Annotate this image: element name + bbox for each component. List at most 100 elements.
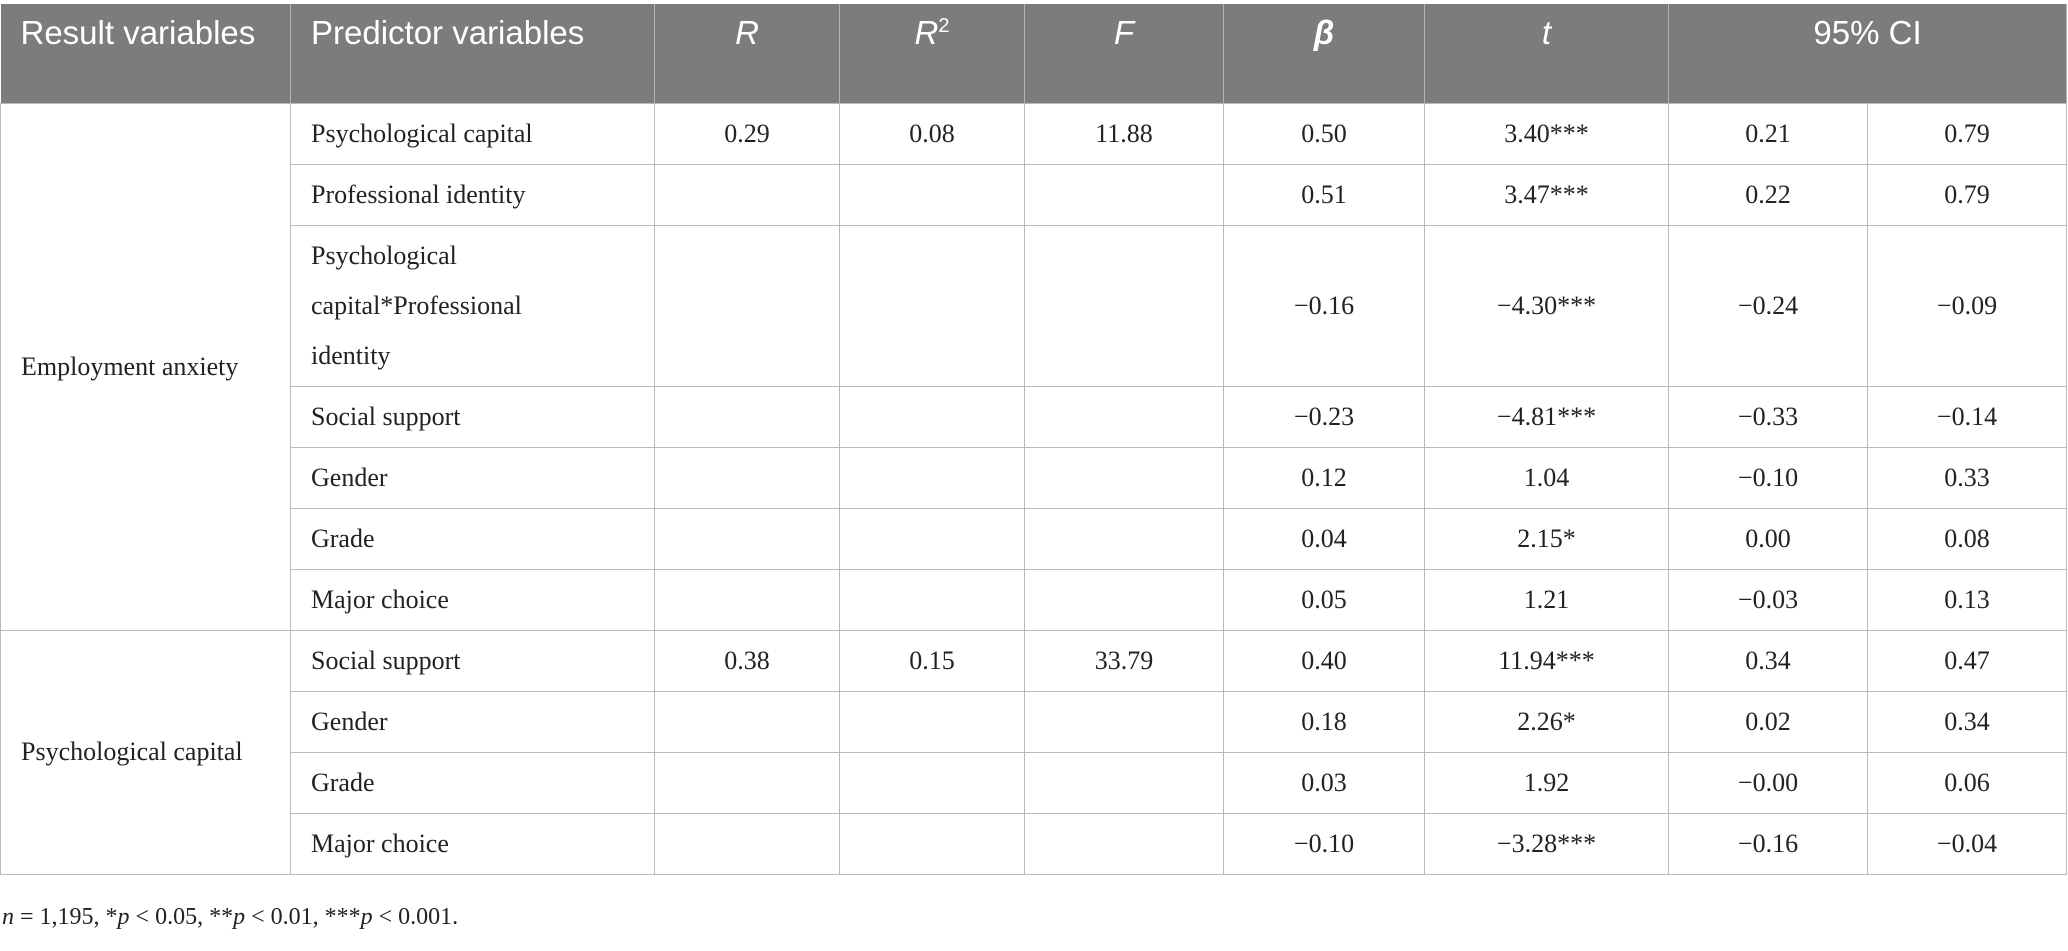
t-cell: 3.47*** xyxy=(1424,163,1669,226)
header-predictor-variables: Predictor variables xyxy=(290,4,655,103)
r2-cell xyxy=(839,568,1025,631)
r-cell xyxy=(654,224,840,387)
ci-lower-cell: 0.02 xyxy=(1668,690,1868,753)
header-beta-label: β xyxy=(1313,14,1335,51)
t-cell: 2.26* xyxy=(1424,690,1669,753)
r2-cell: 0.15 xyxy=(839,629,1025,692)
beta-cell: 0.18 xyxy=(1223,690,1425,753)
ci-upper-cell: 0.13 xyxy=(1867,568,2067,631)
f-cell xyxy=(1024,224,1224,387)
ci-lower-cell: −0.16 xyxy=(1668,812,1868,875)
regression-table: Result variables Predictor variables R R… xyxy=(0,4,2067,875)
ci-lower-cell: −0.00 xyxy=(1668,751,1868,814)
r2-cell xyxy=(839,446,1025,509)
t-cell: 1.92 xyxy=(1424,751,1669,814)
beta-cell: 0.04 xyxy=(1223,507,1425,570)
r2-cell xyxy=(839,690,1025,753)
ci-upper-cell: 0.47 xyxy=(1867,629,2067,692)
t-cell: −4.30*** xyxy=(1424,224,1669,387)
footnote-text: < 0.05, ** xyxy=(129,904,234,930)
ci-upper-cell: −0.04 xyxy=(1867,812,2067,875)
predictor-cell-multiline: Psychological capital*Professional ident… xyxy=(290,224,655,387)
header-beta: β xyxy=(1223,4,1425,103)
result-variable-cell: Employment anxiety xyxy=(0,102,291,631)
ci-lower-cell: −0.03 xyxy=(1668,568,1868,631)
ci-lower-cell: 0.00 xyxy=(1668,507,1868,570)
table-row: Major choice 0.05 1.21 −0.03 0.13 xyxy=(1,568,2067,631)
r2-cell xyxy=(839,812,1025,875)
r2-cell xyxy=(839,224,1025,387)
r2-cell xyxy=(839,751,1025,814)
header-t-label: t xyxy=(1541,14,1552,51)
header-t: t xyxy=(1424,4,1669,103)
table-row: Grade 0.04 2.15* 0.00 0.08 xyxy=(1,507,2067,570)
footnote-p-symbol: p xyxy=(117,904,130,930)
ci-lower-cell: 0.21 xyxy=(1668,102,1868,165)
f-cell xyxy=(1024,163,1224,226)
predictor-cell: Major choice xyxy=(290,568,655,631)
t-cell: 1.04 xyxy=(1424,446,1669,509)
r-cell xyxy=(654,568,840,631)
table-row: Major choice −0.10 −3.28*** −0.16 −0.04 xyxy=(1,812,2067,875)
ci-lower-cell: −0.33 xyxy=(1668,385,1868,448)
f-cell xyxy=(1024,812,1224,875)
beta-cell: 0.03 xyxy=(1223,751,1425,814)
r-cell xyxy=(654,163,840,226)
f-cell xyxy=(1024,507,1224,570)
r-cell xyxy=(654,385,840,448)
header-f-label: F xyxy=(1113,14,1135,51)
header-r2-base: R xyxy=(914,14,939,51)
r2-cell: 0.08 xyxy=(839,102,1025,165)
footnote-text: < 0.001. xyxy=(372,904,459,930)
header-r-squared: R2 xyxy=(839,4,1025,103)
beta-cell: 0.50 xyxy=(1223,102,1425,165)
r-cell xyxy=(654,507,840,570)
header-r: R xyxy=(654,4,840,103)
f-cell xyxy=(1024,385,1224,448)
beta-cell: −0.10 xyxy=(1223,812,1425,875)
predictor-cell: Gender xyxy=(290,446,655,509)
table-row: Gender 0.12 1.04 −0.10 0.33 xyxy=(1,446,2067,509)
r-cell xyxy=(654,446,840,509)
ci-upper-cell: 0.34 xyxy=(1867,690,2067,753)
t-cell: −3.28*** xyxy=(1424,812,1669,875)
table-footnote: n = 1,195, *p < 0.05, **p < 0.01, ***p <… xyxy=(2,904,458,931)
predictor-cell: Grade xyxy=(290,507,655,570)
predictor-cell: Grade xyxy=(290,751,655,814)
ci-upper-cell: −0.09 xyxy=(1867,224,2067,387)
r2-cell xyxy=(839,507,1025,570)
table-row: Employment anxiety Psychological capital… xyxy=(0,102,2067,631)
predictor-cell: Professional identity xyxy=(290,163,655,226)
t-cell: −4.81*** xyxy=(1424,385,1669,448)
header-r-label: R xyxy=(735,14,759,51)
predictor-cell: Psychological capital xyxy=(290,102,655,165)
f-cell: 11.88 xyxy=(1024,102,1224,165)
footnote-p-symbol: p xyxy=(360,904,373,930)
ci-upper-cell: 0.06 xyxy=(1867,751,2067,814)
beta-cell: 0.51 xyxy=(1223,163,1425,226)
beta-cell: 0.05 xyxy=(1223,568,1425,631)
table-row: Psychological capital Social support 0.3… xyxy=(0,629,2067,875)
footnote-text: < 0.01, *** xyxy=(245,904,361,930)
header-f: F xyxy=(1024,4,1224,103)
beta-cell: 0.12 xyxy=(1223,446,1425,509)
predictor-cell: Social support xyxy=(290,629,655,692)
header-result-variables: Result variables xyxy=(0,4,291,103)
result-variable-cell: Psychological capital xyxy=(0,629,291,875)
r-cell xyxy=(654,751,840,814)
predictor-cell: Gender xyxy=(290,690,655,753)
table-row: Professional identity 0.51 3.47*** 0.22 … xyxy=(1,163,2067,226)
table-body: Employment anxiety Psychological capital… xyxy=(0,102,2067,875)
f-cell: 33.79 xyxy=(1024,629,1224,692)
footnote-n-symbol: n xyxy=(2,904,14,930)
ci-upper-cell: 0.33 xyxy=(1867,446,2067,509)
predictor-line: capital*Professional xyxy=(311,290,522,320)
regression-table-container: Result variables Predictor variables R R… xyxy=(0,4,2067,875)
r-cell xyxy=(654,690,840,753)
f-cell xyxy=(1024,446,1224,509)
t-cell: 11.94*** xyxy=(1424,629,1669,692)
t-cell: 3.40*** xyxy=(1424,102,1669,165)
f-cell xyxy=(1024,751,1224,814)
ci-upper-cell: −0.14 xyxy=(1867,385,2067,448)
header-r2-superscript: 2 xyxy=(938,15,950,37)
